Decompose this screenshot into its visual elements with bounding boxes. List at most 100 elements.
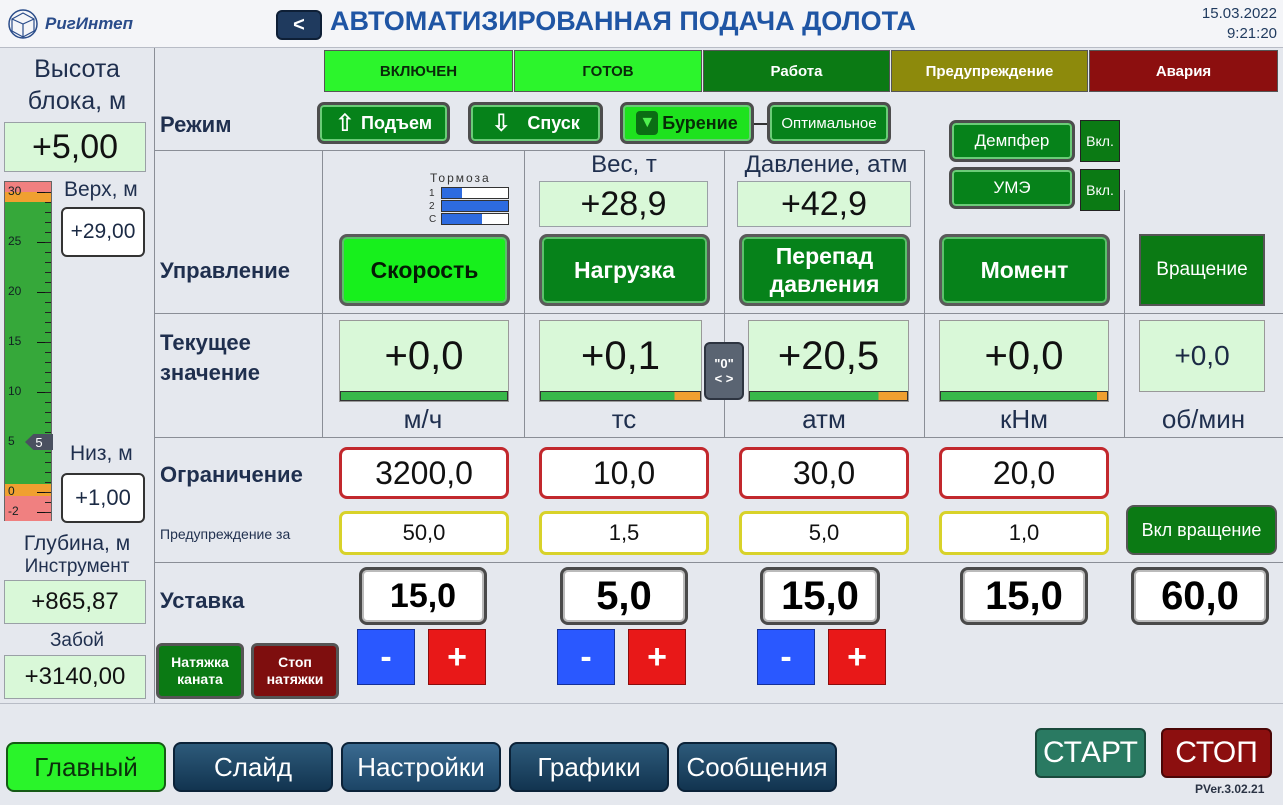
- rope-tension-button[interactable]: Натяжка каната: [156, 643, 244, 699]
- current-speed-value: +0,0: [384, 333, 464, 378]
- down-arrow-icon: ⇩: [491, 109, 512, 137]
- warning-input[interactable]: 50,0: [339, 511, 509, 555]
- optimal-mode-button[interactable]: Оптимальное: [767, 102, 891, 144]
- warning-input[interactable]: 5,0: [739, 511, 909, 555]
- gauge-minor-tick: [45, 232, 51, 233]
- gauge-minor-tick: [45, 452, 51, 453]
- gauge-minor-tick: [45, 212, 51, 213]
- warning-input[interactable]: 1,0: [939, 511, 1109, 555]
- moment-control-button[interactable]: Момент: [939, 234, 1110, 306]
- current-moment-panel: +0,0: [939, 320, 1109, 402]
- increment-button[interactable]: +: [628, 629, 686, 685]
- gauge-minor-tick: [45, 362, 51, 363]
- stop-tension-button[interactable]: Стоп натяжки: [251, 643, 339, 699]
- speed-bar: [340, 391, 508, 401]
- brakes-title: Тормоза: [430, 171, 491, 185]
- ume-state: Вкл.: [1080, 169, 1120, 211]
- decrement-button[interactable]: -: [757, 629, 815, 685]
- limit-label: Ограничение: [160, 462, 303, 487]
- bottom-limit-input[interactable]: +1,00: [61, 473, 145, 523]
- lower-label: Спуск: [527, 112, 580, 133]
- brake-row-label: 2: [429, 201, 435, 212]
- damper-state: Вкл.: [1080, 120, 1120, 162]
- status-indicator: Предупреждение: [891, 50, 1088, 92]
- speed-control-button[interactable]: Скорость: [339, 234, 510, 306]
- gauge-minor-tick: [45, 512, 51, 513]
- limit-input[interactable]: 3200,0: [339, 447, 509, 499]
- gauge-tick: [37, 292, 51, 293]
- status-indicator: ГОТОВ: [514, 50, 702, 92]
- limit-input[interactable]: 10,0: [539, 447, 709, 499]
- top-limit-input[interactable]: +29,00: [61, 207, 145, 257]
- arrows-label: < >: [714, 371, 734, 386]
- connector-line: [754, 123, 768, 125]
- nav-main[interactable]: Главный: [6, 742, 166, 792]
- divider: [724, 150, 725, 437]
- current-speed-panel: +0,0: [339, 320, 509, 402]
- rotation-control-button[interactable]: Вращение: [1139, 234, 1265, 306]
- current-load-panel: +0,1: [539, 320, 702, 402]
- gauge-tick: [37, 392, 51, 393]
- unit-label: об/мин: [1161, 403, 1246, 434]
- setpoint-input[interactable]: 15,0: [760, 567, 880, 625]
- increment-button[interactable]: +: [828, 629, 886, 685]
- brake-fill: [442, 214, 482, 224]
- nav-graphs[interactable]: Графики: [509, 742, 669, 792]
- gauge-minor-tick: [45, 322, 51, 323]
- setpoint-input[interactable]: 60,0: [1131, 567, 1269, 625]
- lift-mode-button[interactable]: ⇧ Подъем: [317, 102, 450, 144]
- drilling-mode-button[interactable]: ▼ Бурение: [620, 102, 754, 144]
- gauge-minor-tick: [45, 432, 51, 433]
- ume-button[interactable]: УМЭ: [949, 167, 1075, 209]
- gauge-minor-tick: [45, 492, 51, 493]
- back-button[interactable]: <: [276, 10, 322, 40]
- setpoint-input[interactable]: 15,0: [960, 567, 1088, 625]
- decrement-button[interactable]: -: [557, 629, 615, 685]
- brake-bar: [441, 213, 509, 225]
- drill-bit-icon: ▼: [636, 111, 659, 135]
- gauge-tick: [37, 512, 51, 513]
- current-value-label: Текущее значение: [160, 330, 260, 385]
- divider: [154, 150, 924, 151]
- divider: [322, 150, 323, 437]
- start-button[interactable]: СТАРТ: [1035, 728, 1146, 778]
- gauge-minor-tick: [45, 412, 51, 413]
- gauge-minor-tick: [45, 402, 51, 403]
- limit-input[interactable]: 30,0: [739, 447, 909, 499]
- weight-value: +28,9: [539, 181, 708, 227]
- current-rotation-value: +0,0: [1139, 320, 1265, 392]
- warning-input[interactable]: 1,5: [539, 511, 709, 555]
- limit-input[interactable]: 20,0: [939, 447, 1109, 499]
- nav-messages[interactable]: Сообщения: [677, 742, 837, 792]
- current-diff-value: +20,5: [777, 333, 880, 378]
- gauge-minor-tick: [45, 342, 51, 343]
- pressure-value: +42,9: [737, 181, 911, 227]
- load-control-button[interactable]: Нагрузка: [539, 234, 710, 306]
- logo-icon: [8, 9, 38, 39]
- increment-button[interactable]: +: [428, 629, 486, 685]
- up-arrow-icon: ⇧: [334, 109, 355, 137]
- decrement-button[interactable]: -: [357, 629, 415, 685]
- time-text: 9:21:20: [1226, 25, 1277, 42]
- enable-rotation-button[interactable]: Вкл вращение: [1126, 505, 1277, 555]
- setpoint-input[interactable]: 15,0: [359, 567, 487, 625]
- current-moment-value: +0,0: [984, 333, 1064, 378]
- gauge-minor-tick: [45, 502, 51, 503]
- header-bar: [0, 0, 1283, 48]
- nav-slide[interactable]: Слайд: [173, 742, 333, 792]
- gauge-minor-tick: [45, 282, 51, 283]
- gauge-tick-label: 30: [8, 184, 22, 198]
- nav-settings[interactable]: Настройки: [341, 742, 501, 792]
- load-bar: [540, 391, 701, 401]
- brake-bar: [441, 200, 509, 212]
- gauge-tick-label: 20: [8, 284, 22, 298]
- block-height-title: Высота блока, м: [27, 55, 127, 115]
- zero-reset-button[interactable]: "0" < >: [704, 342, 744, 400]
- brake-fill: [442, 188, 462, 198]
- damper-button[interactable]: Демпфер: [949, 120, 1075, 162]
- stop-button[interactable]: СТОП: [1161, 728, 1272, 778]
- gauge-marker: 5: [25, 434, 53, 450]
- pressure-diff-control-button[interactable]: Перепад давления: [739, 234, 910, 306]
- lower-mode-button[interactable]: ⇩ Спуск: [468, 102, 603, 144]
- setpoint-input[interactable]: 5,0: [560, 567, 688, 625]
